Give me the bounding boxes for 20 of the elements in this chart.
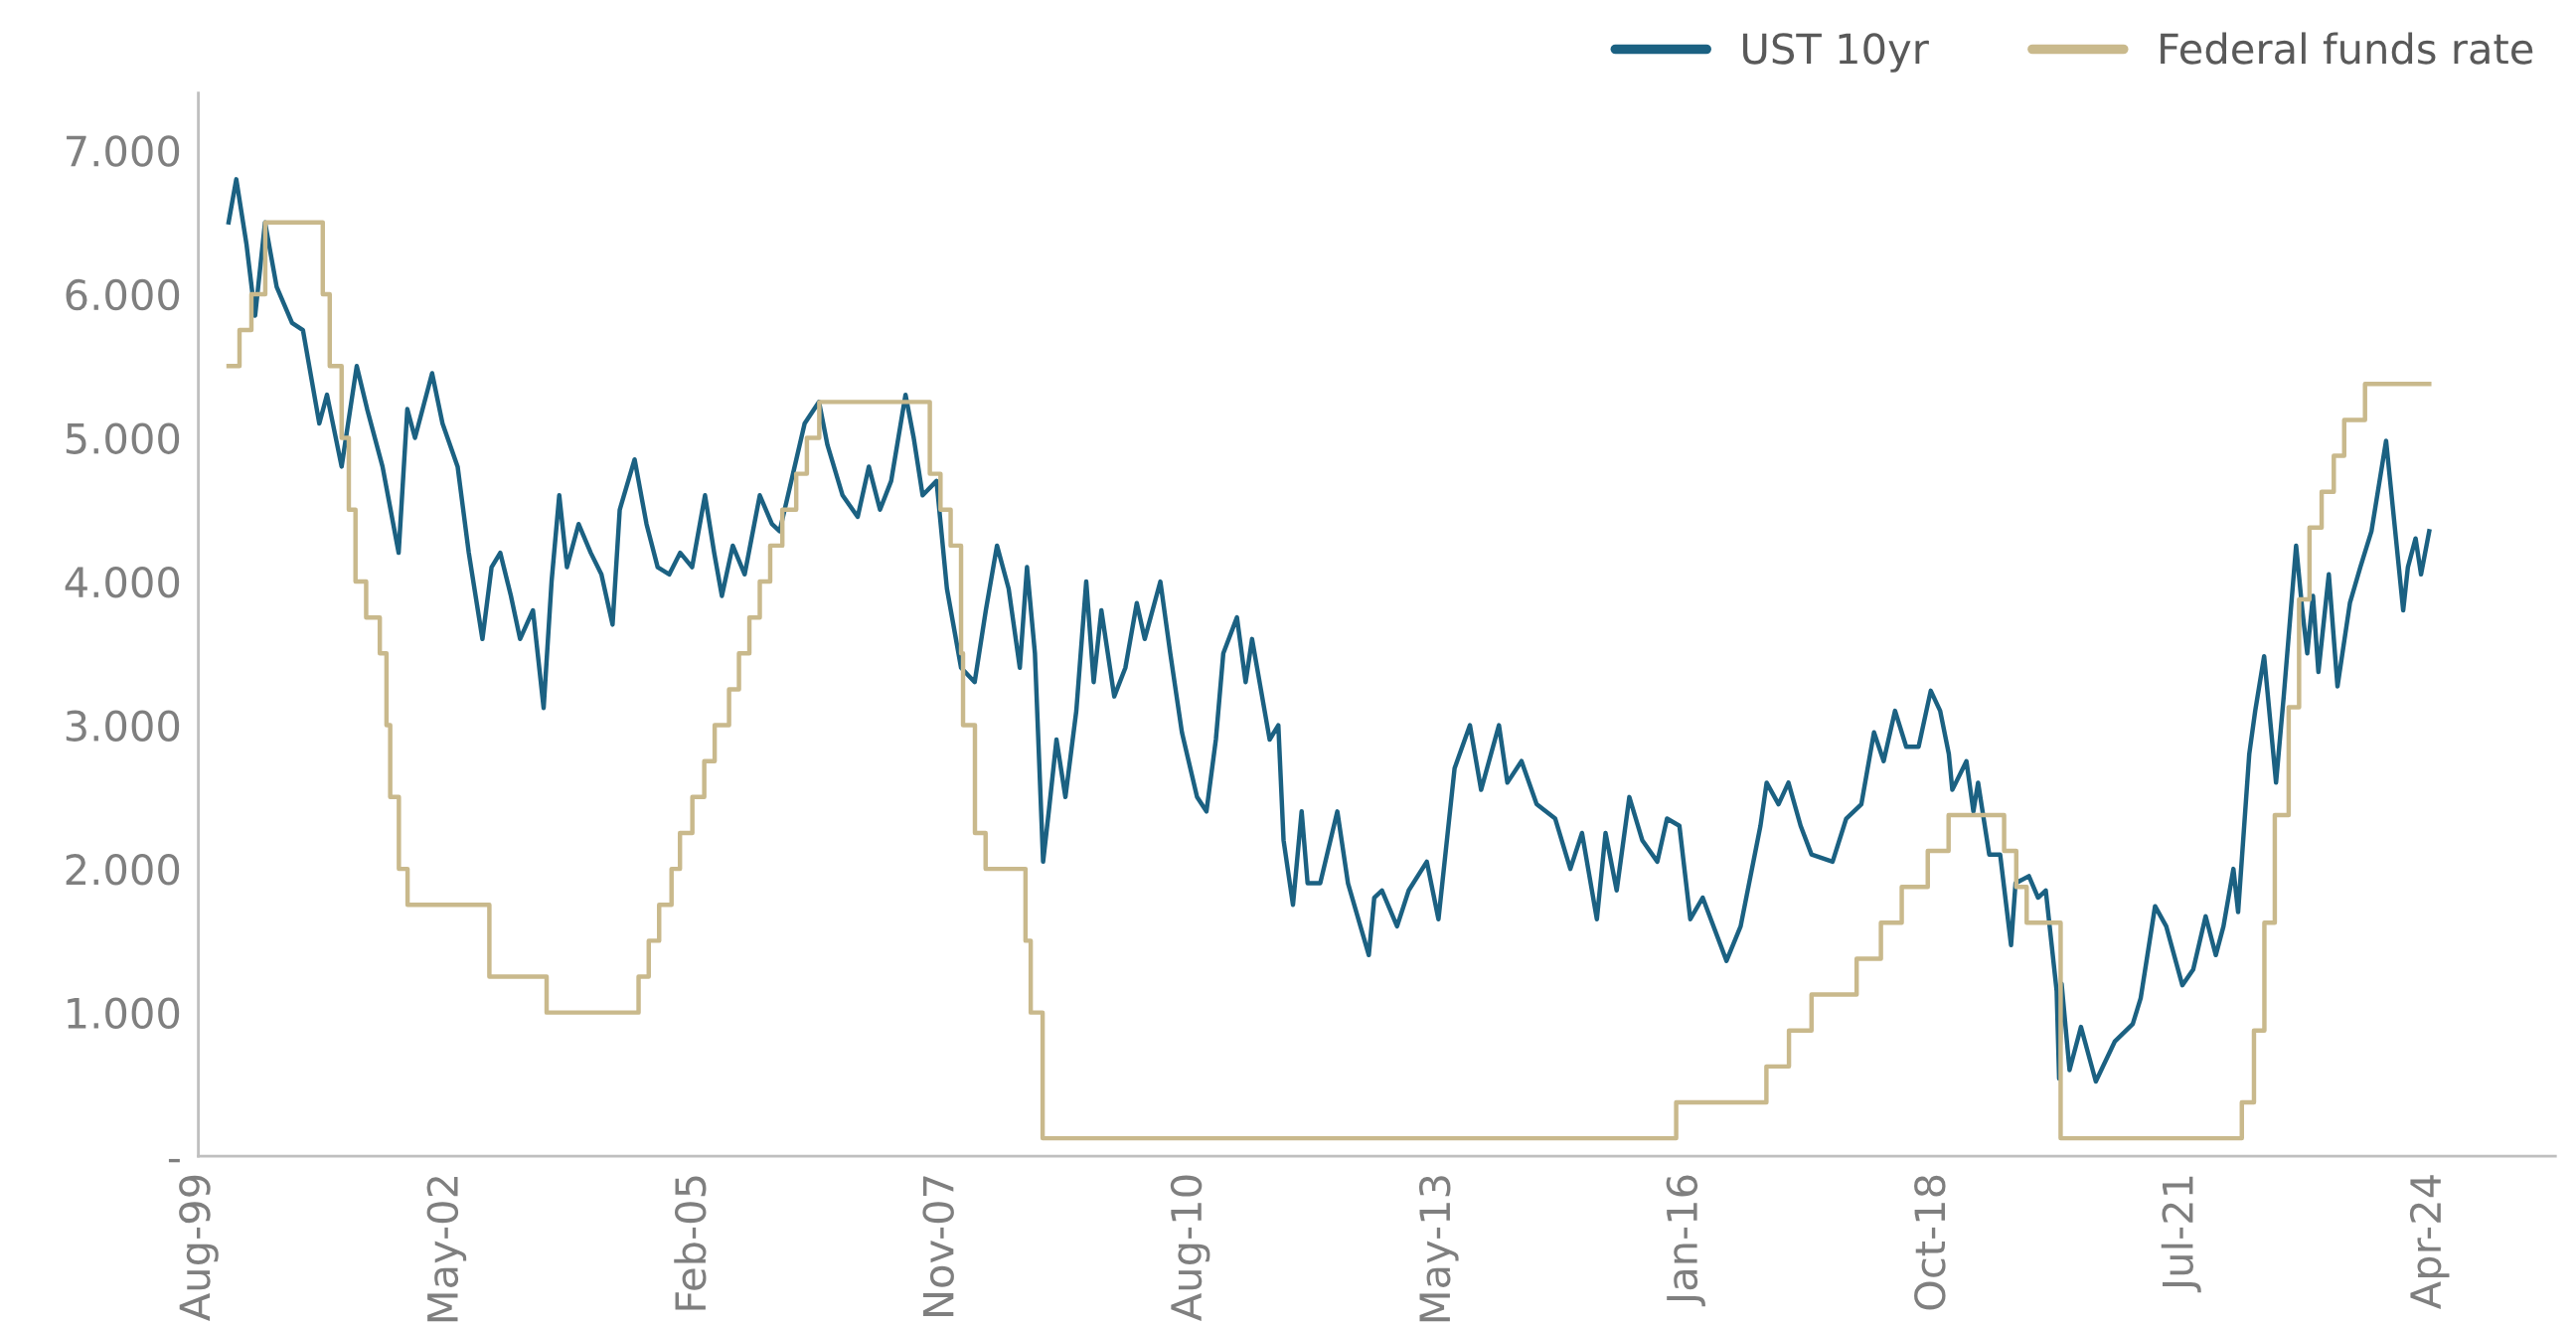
- y-tick-label: 2.000: [66, 854, 180, 886]
- x-tick-label: Aug-99: [179, 1175, 219, 1321]
- x-tick-label: Jan-16: [1666, 1175, 1705, 1307]
- legend-label: UST 10yr: [1743, 33, 1929, 73]
- y-tick-label: 6.000: [66, 278, 180, 311]
- y-tick-label: 7.000: [67, 135, 180, 167]
- x-tick-label: Nov-07: [922, 1176, 954, 1317]
- y-tick-label: 3.000: [66, 710, 180, 742]
- y-tick-label: 1.000: [68, 997, 180, 1030]
- legend-label: Federal funds rate: [2161, 32, 2533, 65]
- x-tick-label: Jul-21: [2161, 1176, 2201, 1293]
- x-tick-label: Aug-10: [1170, 1175, 1210, 1321]
- y-tick-label: -: [168, 1158, 180, 1163]
- y-tick-label: 4.000: [65, 566, 180, 598]
- x-tick-label: May-02: [426, 1177, 467, 1322]
- y-tick-label: 5.000: [66, 422, 180, 454]
- x-tick-label: May-13: [1418, 1176, 1459, 1322]
- x-tick-label: Feb-05: [674, 1176, 707, 1310]
- x-tick-label: Oct-18: [1914, 1175, 1946, 1310]
- x-tick-label: Apr-24: [2409, 1175, 2450, 1310]
